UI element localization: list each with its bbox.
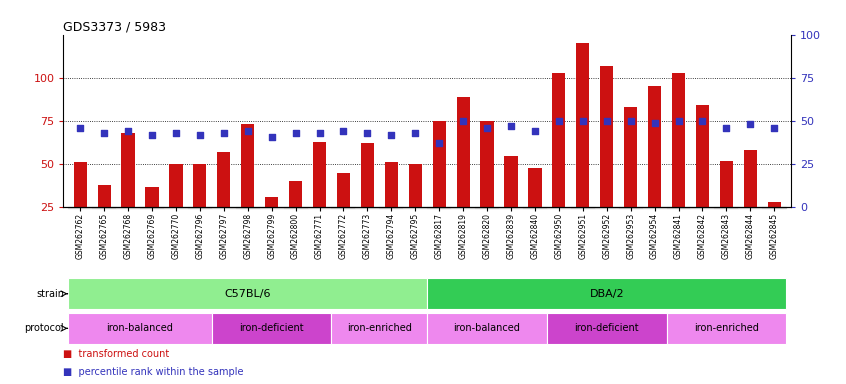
Bar	[241, 124, 255, 207]
Bar	[696, 106, 709, 207]
Point	[74, 125, 87, 131]
Point	[241, 128, 255, 134]
Point	[504, 123, 518, 129]
Bar	[265, 197, 278, 207]
Point	[313, 130, 327, 136]
Point	[97, 130, 111, 136]
Bar	[97, 185, 111, 207]
Point	[432, 141, 446, 147]
Point	[624, 118, 637, 124]
Point	[265, 134, 278, 140]
Text: C57BL/6: C57BL/6	[224, 289, 271, 299]
Text: ■  transformed count: ■ transformed count	[63, 349, 170, 359]
Point	[767, 125, 781, 131]
Text: DBA/2: DBA/2	[590, 289, 624, 299]
Point	[409, 130, 422, 136]
Point	[217, 130, 231, 136]
Point	[146, 132, 159, 138]
Point	[552, 118, 566, 124]
Point	[528, 128, 541, 134]
Point	[600, 118, 613, 124]
Bar	[74, 162, 87, 207]
Bar	[504, 156, 518, 207]
Bar	[169, 164, 183, 207]
Point	[121, 128, 135, 134]
Text: ■  percentile rank within the sample: ■ percentile rank within the sample	[63, 367, 244, 377]
Text: protocol: protocol	[25, 323, 64, 333]
Bar	[289, 182, 302, 207]
Point	[193, 132, 206, 138]
Text: iron-balanced: iron-balanced	[107, 323, 173, 333]
Bar	[600, 66, 613, 207]
Bar	[332, 313, 427, 344]
Bar	[122, 133, 135, 207]
Bar	[767, 202, 781, 207]
Bar	[648, 86, 662, 207]
Bar	[313, 142, 326, 207]
Bar	[360, 144, 374, 207]
Point	[337, 128, 350, 134]
Point	[288, 130, 302, 136]
Text: iron-deficient: iron-deficient	[574, 323, 639, 333]
Point	[385, 132, 398, 138]
Point	[169, 130, 183, 136]
Point	[720, 125, 733, 131]
Bar	[481, 121, 494, 207]
Bar	[529, 167, 541, 207]
Point	[481, 125, 494, 131]
Bar	[624, 107, 637, 207]
Bar	[69, 313, 212, 344]
Bar	[744, 151, 757, 207]
Bar	[576, 43, 590, 207]
Point	[576, 118, 590, 124]
Bar	[457, 97, 470, 207]
Bar	[720, 161, 733, 207]
Bar	[427, 278, 786, 310]
Bar	[409, 164, 422, 207]
Bar	[547, 313, 667, 344]
Bar	[385, 162, 398, 207]
Bar	[427, 313, 547, 344]
Text: strain: strain	[36, 289, 64, 299]
Bar	[337, 173, 350, 207]
Text: iron-deficient: iron-deficient	[239, 323, 304, 333]
Bar	[193, 164, 206, 207]
Point	[456, 118, 470, 124]
Point	[744, 121, 757, 127]
Text: iron-enriched: iron-enriched	[347, 323, 412, 333]
Point	[672, 118, 685, 124]
Bar	[672, 73, 685, 207]
Bar	[552, 73, 565, 207]
Bar	[146, 187, 158, 207]
Point	[648, 120, 662, 126]
Bar	[69, 278, 427, 310]
Text: iron-enriched: iron-enriched	[694, 323, 759, 333]
Bar	[667, 313, 786, 344]
Point	[360, 130, 374, 136]
Bar	[212, 313, 332, 344]
Text: iron-balanced: iron-balanced	[453, 323, 520, 333]
Text: GDS3373 / 5983: GDS3373 / 5983	[63, 20, 167, 33]
Bar	[217, 152, 230, 207]
Bar	[432, 121, 446, 207]
Point	[695, 118, 709, 124]
